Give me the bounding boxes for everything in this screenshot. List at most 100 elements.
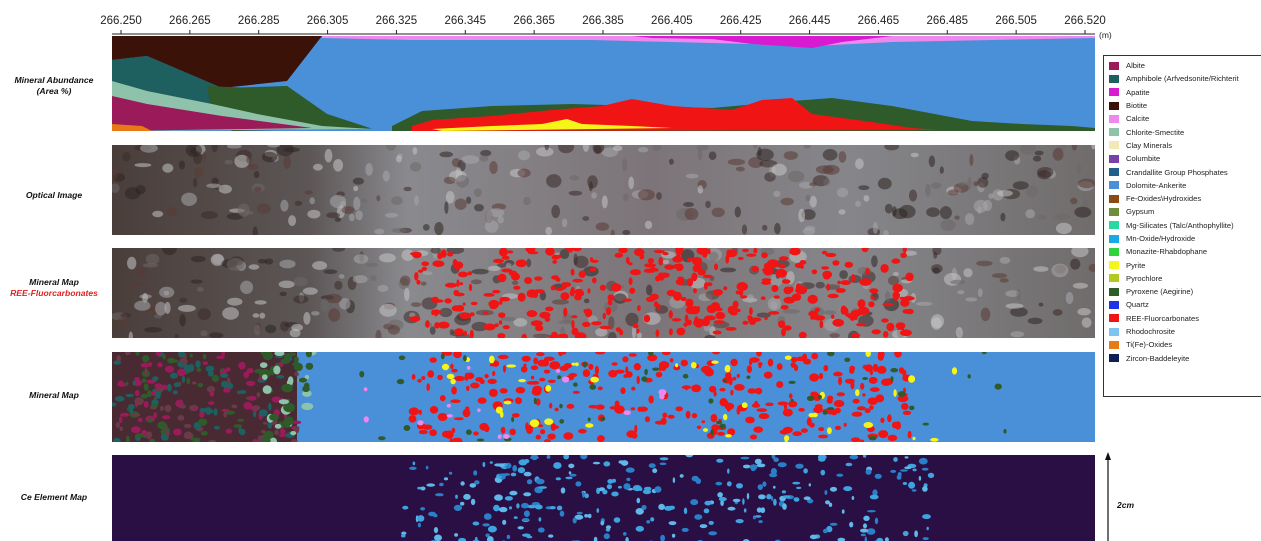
ree-spot <box>789 248 801 256</box>
ree-spot <box>615 327 621 332</box>
ree-spot <box>851 333 861 338</box>
ree-grain <box>594 365 599 375</box>
ce-spot <box>433 527 439 534</box>
ree-map-grain <box>1010 331 1025 338</box>
ree-grain <box>647 354 658 362</box>
ce-spot <box>809 534 818 540</box>
ce-spot <box>473 470 478 476</box>
optical-grain <box>1012 181 1029 190</box>
ree-map-grain <box>782 309 800 314</box>
ce-spot <box>668 521 677 526</box>
optical-grain <box>294 200 303 206</box>
optical-grain <box>152 210 164 218</box>
optical-grain <box>454 198 467 210</box>
ree-grain <box>747 388 757 394</box>
ree-grain <box>466 385 470 391</box>
ree-spot <box>637 305 641 312</box>
left-zone-grain <box>162 353 166 360</box>
optical-grain <box>352 177 364 185</box>
ree-map-grain <box>1005 303 1024 309</box>
ree-grain <box>849 365 856 372</box>
ree-grain <box>620 387 626 395</box>
ree-grain <box>736 407 741 415</box>
ree-spot <box>628 277 633 286</box>
ree-spot <box>421 261 430 267</box>
ree-spot <box>789 286 794 293</box>
legend-label: Albite <box>1126 61 1145 71</box>
ree-grain <box>673 365 681 371</box>
ree-map-grain <box>915 301 933 306</box>
ree-grain <box>887 434 898 442</box>
optical-grain <box>735 166 745 172</box>
ce-spot <box>498 506 508 513</box>
ree-grain <box>544 439 551 442</box>
pyroxene-grain <box>868 436 877 441</box>
ree-map-grain <box>608 331 617 338</box>
ree-spot <box>832 260 840 266</box>
ree-grain <box>489 363 494 367</box>
legend-swatch <box>1109 168 1119 177</box>
ce-spot <box>623 483 631 490</box>
ree-spot <box>807 294 818 304</box>
ce-spot <box>526 479 533 485</box>
ree-grain <box>809 422 815 428</box>
optical-grain <box>764 172 776 182</box>
calcite-grain <box>446 414 453 418</box>
ree-grain <box>818 372 824 380</box>
ree-map-grain <box>977 288 983 298</box>
optical-grain <box>1034 150 1044 156</box>
ree-grain <box>856 406 867 411</box>
ce-spot <box>626 477 631 482</box>
ree-map-grain <box>1051 263 1069 278</box>
optical-grain <box>958 181 968 186</box>
ree-grain <box>736 373 740 378</box>
ree-map-grain <box>420 281 427 286</box>
optical-grain <box>1071 145 1078 151</box>
ree-map-grain <box>513 318 528 327</box>
ce-spot <box>694 514 703 520</box>
optical-grain <box>247 163 259 171</box>
optical-grain <box>601 195 608 209</box>
pyrite-grain <box>495 406 503 414</box>
ree-grain <box>754 387 763 395</box>
ree-grain <box>798 407 805 412</box>
left-zone-grain <box>118 416 123 424</box>
ree-spot <box>560 292 570 301</box>
ree-spot <box>773 295 780 299</box>
ree-spot <box>614 252 624 258</box>
depth-unit-label: (m) <box>1099 30 1112 40</box>
ce-spot <box>902 482 908 485</box>
ce-spot <box>782 503 787 510</box>
ree-grain <box>644 416 651 423</box>
legend-swatch <box>1109 207 1119 216</box>
calcite-grain <box>623 410 631 415</box>
pyroxene-grain <box>790 398 794 402</box>
ce-spot <box>718 497 727 502</box>
ree-spot <box>777 320 786 328</box>
ree-spot <box>686 257 695 262</box>
calcite-grain <box>497 434 502 440</box>
ree-grain <box>745 416 755 424</box>
left-zone-grain <box>143 401 149 408</box>
optical-grain <box>884 203 893 214</box>
ree-grain <box>767 358 774 367</box>
optical-grain <box>140 145 158 153</box>
optical-grain <box>544 145 549 151</box>
left-zone-grain <box>202 361 208 365</box>
optical-grain <box>708 151 717 160</box>
depth-tick-label: 266.520 <box>1064 15 1106 27</box>
ce-spot <box>602 489 608 495</box>
left-zone-grain <box>208 439 217 442</box>
ree-spot <box>550 285 556 291</box>
ce-spot <box>625 467 635 473</box>
pyrite-grain <box>865 352 871 357</box>
left-zone-grain <box>262 421 268 425</box>
ree-map-grain <box>991 273 1008 279</box>
optical-grain <box>546 174 562 188</box>
ce-spot <box>796 486 802 490</box>
ce-spot <box>455 494 458 499</box>
ce-spot <box>884 537 889 541</box>
left-zone-grain <box>199 407 208 413</box>
ree-grain <box>756 352 762 357</box>
ree-map-grain <box>142 292 148 303</box>
